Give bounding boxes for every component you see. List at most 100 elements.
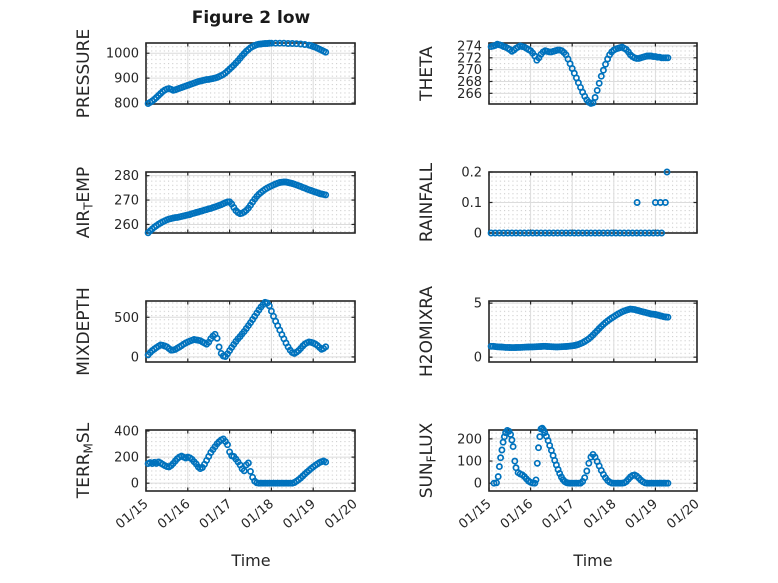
y-axis-label: THETA [417, 46, 437, 102]
data-marker [599, 66, 607, 74]
x-axis-title-left: Time [231, 551, 271, 570]
data-marker [620, 229, 628, 237]
y-tick-label: 266 [457, 87, 482, 102]
data-marker [537, 229, 545, 237]
data-marker [533, 229, 541, 237]
data-marker [587, 229, 595, 237]
data-marker [604, 229, 612, 237]
data-marker [240, 467, 248, 475]
tick-marks [145, 430, 356, 491]
data-marker [293, 40, 300, 48]
data-marker [508, 229, 516, 237]
data-marker [664, 54, 672, 62]
y-tick-label: 270 [114, 194, 139, 209]
data-marker [566, 229, 574, 237]
data-marker [284, 40, 292, 47]
x-tick-label: 01/20 [664, 497, 702, 533]
y-tick-label: 0.1 [461, 196, 482, 211]
data-marker [509, 443, 517, 451]
data-marker [494, 473, 502, 481]
data-marker [272, 39, 280, 47]
data-marker [641, 229, 649, 237]
data-marker [520, 229, 528, 237]
y-axis-label: PRESSURE [74, 29, 94, 118]
data-marker [633, 199, 641, 206]
subplot-air-temp: 260 270 280 AIRTEMP [74, 167, 356, 238]
data-marker [633, 229, 641, 237]
y-tick-label: 272 [457, 51, 482, 66]
y-tick-label: 800 [114, 97, 139, 112]
data-marker [498, 446, 506, 454]
y-tick-label: 500 [114, 311, 139, 326]
theta-series [487, 40, 672, 107]
y-tick-label: 274 [457, 39, 482, 54]
data-marker [579, 229, 587, 237]
data-marker [495, 229, 503, 237]
air-temp-series [144, 178, 330, 237]
data-marker [599, 229, 607, 237]
data-marker [649, 229, 657, 237]
data-marker [583, 467, 591, 475]
data-marker [612, 229, 620, 237]
data-marker [533, 459, 541, 467]
data-marker [508, 436, 516, 444]
y-tick-label: 200 [457, 432, 482, 447]
data-marker [637, 229, 645, 237]
data-marker [629, 229, 636, 237]
y-tick-label: 0 [131, 350, 139, 365]
data-marker [244, 459, 252, 467]
data-marker [583, 229, 591, 237]
rainfall-series [487, 168, 671, 237]
data-marker [280, 39, 288, 47]
data-marker [504, 229, 512, 237]
data-marker [595, 229, 603, 237]
data-marker [301, 41, 309, 48]
x-tick-label: 01/16 [155, 497, 193, 533]
y-axis-label: H2OMIXRA [417, 286, 437, 377]
data-marker [516, 229, 524, 237]
subplot-terr-msl: 0 200 400 01/15 01/16 01/17 01/18 01/19 01/20 TER… [74, 422, 361, 532]
data-marker [541, 229, 549, 237]
data-marker [288, 40, 296, 47]
data-marker [536, 433, 544, 441]
data-marker [532, 476, 540, 484]
x-tick-label: 01/19 [280, 497, 318, 533]
data-marker [545, 229, 553, 237]
data-marker [322, 48, 330, 56]
data-marker [591, 229, 599, 237]
data-marker [658, 229, 666, 237]
data-marker [531, 479, 539, 487]
x-tick-label: 01/17 [197, 497, 235, 533]
y-tick-label: 268 [457, 75, 482, 90]
data-marker [591, 94, 599, 101]
major-grid [489, 301, 697, 362]
minor-grid-mesh [147, 44, 354, 103]
data-marker [493, 479, 500, 487]
data-marker [595, 79, 603, 87]
data-marker [581, 474, 589, 482]
data-marker [558, 229, 566, 237]
data-marker [597, 72, 605, 80]
data-marker [562, 229, 570, 237]
x-tick-label: 01/20 [322, 497, 360, 533]
y-tick-label: 260 [114, 218, 139, 233]
x-tick-label: 01/15 [113, 497, 151, 533]
sun-flux-series [490, 424, 672, 487]
subplot-rainfall: 0 0.1 0.2 RAINFALL [417, 162, 698, 242]
data-marker [276, 39, 284, 47]
y-tick-label: 0 [474, 351, 482, 366]
subplot-h2omixra: 0 5 H2OMIXRA [417, 286, 698, 377]
data-marker [664, 479, 672, 487]
pressure-series [144, 39, 330, 107]
data-marker [487, 229, 495, 237]
x-tick-label: 01/15 [456, 497, 494, 533]
data-marker [224, 441, 231, 449]
y-tick-label: 0 [474, 477, 482, 492]
x-tick-label: 01/16 [498, 497, 536, 533]
x-tick-label: 01/17 [539, 497, 577, 533]
data-marker [645, 229, 653, 237]
terr-msl-series [144, 435, 330, 487]
